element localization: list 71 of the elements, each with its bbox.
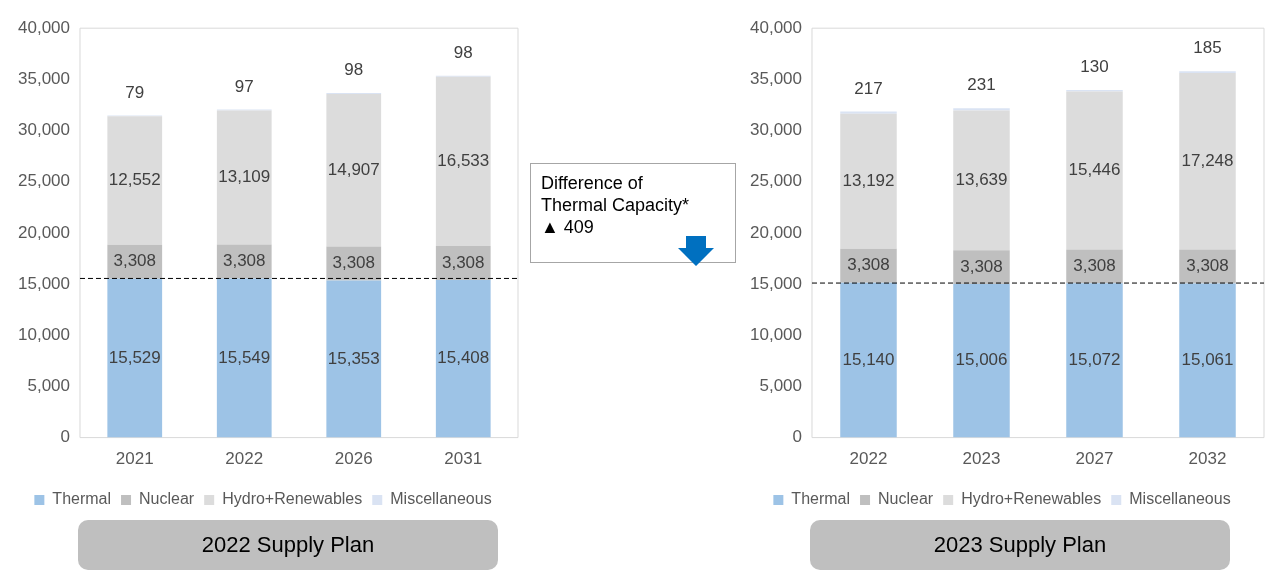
y-tick-label: 40,000 [18,17,70,37]
y-tick-label: 15,000 [18,273,70,293]
legend-label: Nuclear [878,490,934,508]
data-label: 15,061 [1181,350,1234,370]
text: 2022 Supply Plan [78,520,498,570]
y-tick-label: 35,000 [750,69,802,89]
data-label: 13,192 [842,170,895,190]
y-tick-label: 25,000 [750,171,802,191]
data-label: 13,109 [218,167,271,187]
data-label: 15,408 [437,348,490,368]
y-tick-label: 20,000 [18,222,70,242]
data-label: 3,308 [960,256,1003,276]
legend-label: Miscellaneous [390,490,492,508]
x-tick-label: 2032 [1188,449,1227,469]
legend-label: Miscellaneous [1129,490,1231,508]
y-tick-label: 5,000 [759,376,802,396]
data-label: 3,308 [847,255,890,275]
legend-label: Thermal [791,490,851,508]
data-label: 16,533 [437,151,490,171]
y-tick-label: 5,000 [27,376,70,396]
y-tick-label: 35,000 [18,69,70,89]
data-label: 15,006 [955,350,1008,370]
y-tick-label: 15,000 [750,273,802,293]
data-label: 15,353 [327,348,380,368]
x-tick-label: 2023 [962,449,1001,469]
data-label: 13,639 [955,170,1008,190]
y-tick-label: 40,000 [750,17,802,37]
text: Thermal Capacity* [541,194,691,216]
data-label: 217 [854,78,883,98]
y-tick-label: 25,000 [18,171,70,191]
text: ▲ 409 [541,216,595,238]
x-tick-label: 2021 [115,449,154,469]
data-label: 3,308 [1186,256,1229,276]
data-label: 98 [453,43,473,63]
text: 2023 Supply Plan [810,520,1230,570]
data-label: 97 [234,76,254,96]
data-label: 3,308 [332,253,376,273]
data-label: 79 [125,82,145,102]
data-label: 15,140 [842,349,895,369]
data-label: 231 [967,75,996,95]
x-tick-label: 2022 [849,449,888,469]
x-tick-label: 2031 [444,449,483,469]
data-label: 3,308 [1073,256,1116,276]
data-label: 3,308 [222,251,266,271]
data-label: 15,446 [1068,160,1121,180]
text: Difference of [541,172,644,194]
legend-label: Nuclear [139,490,195,508]
data-label: 3,308 [113,251,157,271]
x-tick-label: 2022 [225,449,264,469]
y-tick-label: 20,000 [750,222,802,242]
legend-label: Hydro+Renewables [961,490,1102,508]
data-label: 15,529 [108,347,161,367]
y-tick-label: 10,000 [750,324,802,344]
data-label: 12,552 [108,170,161,190]
legend-label: Thermal [52,490,112,508]
data-label: 130 [1080,57,1109,77]
y-tick-label: 0 [792,427,802,447]
data-label: 15,072 [1068,350,1121,370]
x-tick-label: 2027 [1075,449,1114,469]
data-label: 17,248 [1181,151,1234,171]
y-tick-label: 10,000 [18,324,70,344]
y-tick-label: 0 [60,427,70,447]
legend-label: Hydro+Renewables [222,490,363,508]
data-label: 14,907 [327,160,380,180]
data-label: 3,308 [441,252,485,272]
x-tick-label: 2026 [334,449,373,469]
y-tick-label: 30,000 [18,120,70,140]
data-label: 185 [1193,38,1222,58]
data-label: 98 [344,60,364,80]
y-tick-label: 30,000 [750,120,802,140]
data-label: 15,549 [218,347,271,367]
